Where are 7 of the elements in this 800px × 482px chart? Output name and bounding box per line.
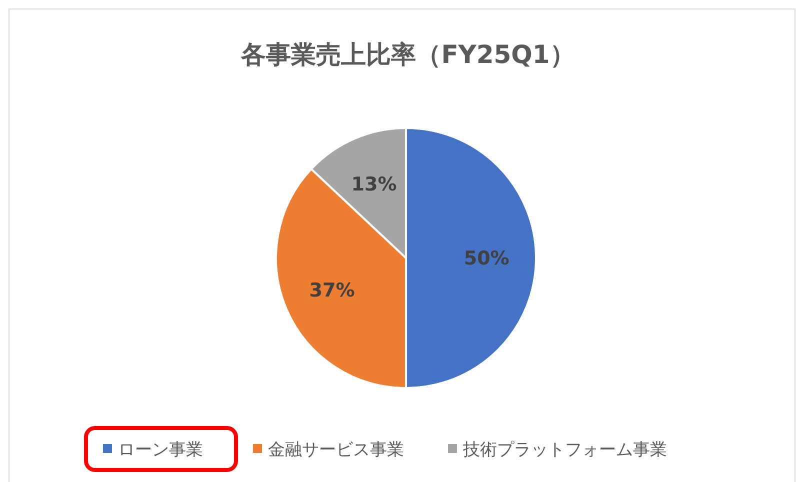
legend-label: 金融サービス事業 — [268, 440, 404, 460]
chart-title: 各事業売上比率（FY25Q1） — [240, 40, 575, 69]
data-label: 13% — [351, 174, 397, 196]
data-label: 37% — [309, 280, 355, 302]
legend-label: 技術プラットフォーム事業 — [462, 440, 667, 460]
legend-label: ローン事業 — [118, 440, 203, 460]
data-label: 50% — [464, 248, 510, 270]
